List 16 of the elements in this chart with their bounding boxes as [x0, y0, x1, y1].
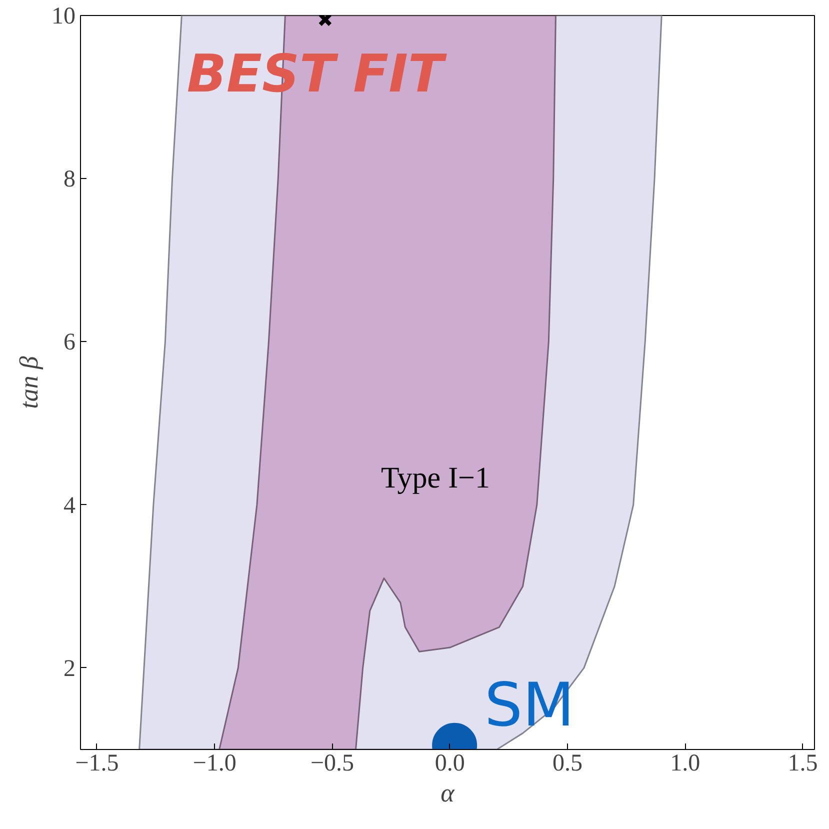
x-axis-title: α: [440, 778, 456, 808]
y-tick-label: 4: [64, 492, 76, 519]
x-tick-label: −1.0: [192, 750, 236, 776]
annotation: SM: [484, 670, 574, 740]
annotation: Type I−1: [381, 462, 490, 494]
y-tick-label: 10: [52, 4, 76, 30]
y-tick-label: 8: [64, 166, 76, 193]
x-tick-label: 0.5: [552, 750, 582, 776]
x-tick-label: 1.5: [788, 750, 818, 776]
y-axis-title: tan β: [14, 356, 44, 409]
x-tick-label: 0.0: [434, 750, 465, 776]
x-tick-label: −1.5: [75, 750, 119, 776]
x-tick-label: 1.0: [670, 750, 700, 776]
x-tick-label: −0.5: [310, 750, 354, 776]
y-tick-label: 2: [64, 656, 76, 682]
y-tick-label: 6: [64, 330, 76, 356]
